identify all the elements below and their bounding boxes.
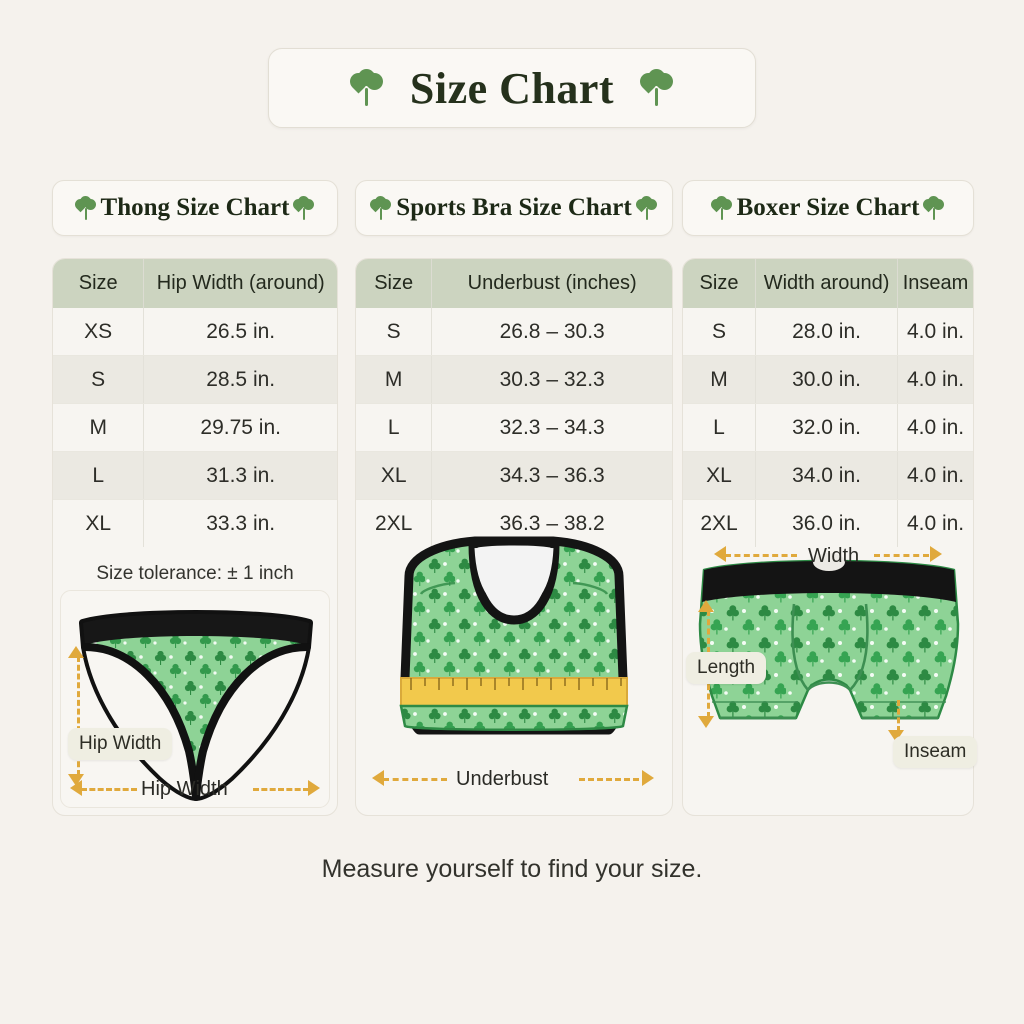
table-row: S 26.8 – 30.3	[356, 308, 672, 356]
cell-size: XL	[683, 451, 756, 500]
table-header-row: Size Hip Width (around)	[53, 259, 337, 308]
cell-width: 34.0 in.	[755, 451, 899, 500]
section-heading-thong: Thong Size Chart	[52, 180, 338, 236]
cell-size: S	[53, 355, 145, 404]
table-row: XL 34.0 in. 4.0 in.	[683, 451, 973, 500]
measuring-tape	[400, 677, 628, 707]
cell-size: M	[356, 355, 433, 404]
cell-size: L	[683, 403, 756, 452]
boxer-width-label: Width	[808, 545, 860, 567]
column-header-size: Size	[356, 259, 433, 308]
thong-illustration-svg	[79, 610, 313, 801]
thong-hip-width-label: Hip Width	[141, 778, 228, 800]
panel-boxer: Size Width around) Inseam S 28.0 in. 4.0…	[682, 258, 974, 816]
table-row: L 31.3 in.	[53, 451, 337, 500]
page-title: Size Chart	[409, 63, 615, 113]
cell-size: XL	[356, 451, 433, 500]
cell-hip-width: 33.3 in.	[143, 499, 337, 547]
page-title-card: Size Chart	[268, 48, 756, 128]
table-row: M 30.3 – 32.3	[356, 355, 672, 404]
shamrock-icon	[636, 65, 677, 107]
cell-width: 30.0 in.	[755, 355, 899, 404]
table-row: M 29.75 in.	[53, 403, 337, 452]
cell-size: S	[356, 308, 433, 356]
boxer-length-badge: Length	[686, 652, 767, 684]
shamrock-icon	[368, 193, 394, 221]
cell-size: 2XL	[356, 499, 433, 547]
table-boxer: Size Width around) Inseam S 28.0 in. 4.0…	[683, 259, 973, 547]
cell-inseam: 4.0 in.	[897, 355, 973, 404]
shamrock-icon	[72, 193, 98, 221]
cell-size: 2XL	[683, 499, 756, 547]
cell-hip-width: 26.5 in.	[143, 308, 337, 356]
shamrock-icon	[921, 193, 947, 221]
section-heading-label: Boxer Size Chart	[736, 194, 920, 221]
table-row: L 32.0 in. 4.0 in.	[683, 403, 973, 452]
table-sports-bra: Size Underbust (inches) S 26.8 – 30.3 M …	[356, 259, 672, 547]
cell-width: 28.0 in.	[755, 308, 899, 356]
table-row: XS 26.5 in.	[53, 308, 337, 356]
shamrock-icon	[291, 193, 317, 221]
table-thong: Size Hip Width (around) XS 26.5 in. S 28…	[53, 259, 337, 547]
column-header-hip-width: Hip Width (around)	[143, 259, 337, 308]
underbust-label: Underbust	[456, 768, 549, 790]
cell-size: L	[53, 451, 145, 500]
cell-width: 32.0 in.	[755, 403, 899, 452]
panel-thong: Size Hip Width (around) XS 26.5 in. S 28…	[52, 258, 338, 816]
cell-underbust: 34.3 – 36.3	[431, 451, 672, 500]
column-header-size: Size	[53, 259, 145, 308]
table-header-row: Size Underbust (inches)	[356, 259, 672, 308]
table-row: M 30.0 in. 4.0 in.	[683, 355, 973, 404]
cell-size: XL	[53, 499, 145, 547]
thong-hip-width-badge: Hip Width	[68, 728, 173, 760]
panel-sports-bra: Size Underbust (inches) S 26.8 – 30.3 M …	[355, 258, 673, 816]
cell-size: S	[683, 308, 756, 356]
column-header-inseam: Inseam	[897, 259, 973, 308]
table-row: S 28.5 in.	[53, 355, 337, 404]
shamrock-icon	[708, 193, 734, 221]
table-row: S 28.0 in. 4.0 in.	[683, 308, 973, 356]
size-tolerance-note: Size tolerance: ± 1 inch	[96, 563, 294, 584]
cell-width: 36.0 in.	[755, 499, 899, 547]
cell-underbust: 32.3 – 34.3	[431, 403, 672, 452]
cell-size: M	[53, 403, 145, 452]
boxer-inseam-badge: Inseam	[893, 736, 978, 768]
cell-hip-width: 28.5 in.	[143, 355, 337, 404]
column-header-underbust: Underbust (inches)	[431, 259, 672, 308]
illustration-thong	[60, 590, 330, 808]
table-row: XL 33.3 in.	[53, 499, 337, 547]
cell-underbust: 26.8 – 30.3	[431, 308, 672, 356]
shamrock-icon	[633, 193, 659, 221]
column-header-width: Width around)	[755, 259, 899, 308]
shamrock-icon	[346, 65, 387, 107]
column-header-size: Size	[683, 259, 756, 308]
underbust-horizontal-arrow	[372, 770, 654, 786]
section-heading-sports-bra: Sports Bra Size Chart	[355, 180, 673, 236]
illustration-sports-bra	[365, 528, 663, 763]
hip-width-vertical-arrow	[68, 646, 86, 786]
table-row: XL 34.3 – 36.3	[356, 451, 672, 500]
sports-bra-illustration-svg	[399, 536, 629, 735]
cell-inseam: 4.0 in.	[897, 499, 973, 547]
cell-hip-width: 29.75 in.	[143, 403, 337, 452]
section-heading-boxer: Boxer Size Chart	[682, 180, 974, 236]
cell-underbust: 30.3 – 32.3	[431, 355, 672, 404]
cell-size: L	[356, 403, 433, 452]
cell-size: XS	[53, 308, 145, 356]
cell-size: M	[683, 355, 756, 404]
cell-inseam: 4.0 in.	[897, 308, 973, 356]
section-heading-label: Sports Bra Size Chart	[396, 194, 632, 221]
footer-note: Measure yourself to find your size.	[321, 855, 703, 883]
cell-inseam: 4.0 in.	[897, 451, 973, 500]
cell-hip-width: 31.3 in.	[143, 451, 337, 500]
section-heading-label: Thong Size Chart	[100, 194, 290, 221]
boxer-width-arrow	[714, 546, 944, 562]
table-header-row: Size Width around) Inseam	[683, 259, 973, 308]
hip-width-horizontal-arrow	[70, 780, 320, 796]
cell-inseam: 4.0 in.	[897, 403, 973, 452]
table-row: 2XL 36.0 in. 4.0 in.	[683, 499, 973, 547]
table-row: L 32.3 – 34.3	[356, 403, 672, 452]
